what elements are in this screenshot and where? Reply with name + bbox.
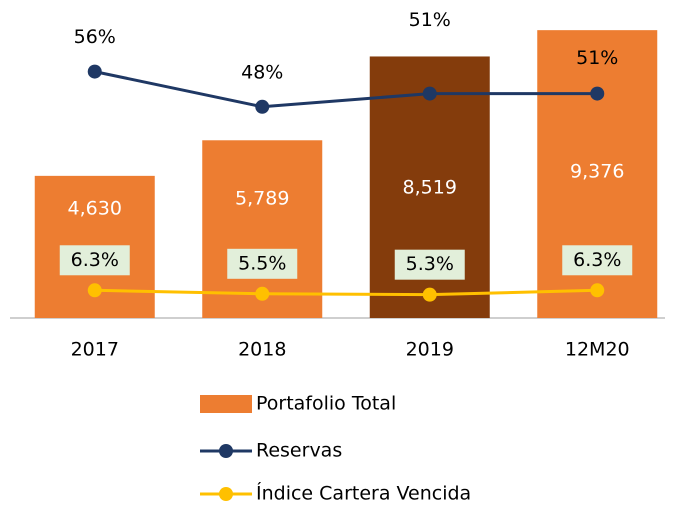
line: [94, 288, 598, 297]
value-label-box: [394, 249, 465, 280]
line-value-label: 5.3%: [406, 253, 454, 275]
bar-value-label: 5,789: [235, 188, 289, 210]
line-value-label: 6.3%: [71, 249, 119, 271]
x-tick-label: 12M20: [565, 339, 630, 361]
line-point: [87, 283, 102, 298]
legend-label: Reservas: [256, 440, 342, 462]
line-point: [422, 86, 437, 101]
line: [94, 70, 598, 109]
legend-swatch: [200, 395, 252, 413]
line-point: [255, 99, 270, 114]
line-point: [255, 286, 270, 301]
x-tick-label: 2017: [71, 339, 119, 361]
line-value-label: 5.5%: [238, 252, 286, 274]
line-value-label: 48%: [241, 61, 283, 83]
x-tick-label: 2019: [406, 339, 454, 361]
line-value-label: 51%: [409, 9, 451, 31]
value-label-box: [59, 245, 130, 276]
legend-label: Portafolio Total: [256, 393, 396, 415]
x-tick-label: 2018: [238, 339, 286, 361]
legend-label: Índice Cartera Vencida: [256, 482, 471, 505]
bar-value-label: 9,376: [570, 161, 624, 183]
line-value-label: 56%: [74, 26, 116, 48]
legend-marker: [219, 487, 233, 501]
line-value-label: 51%: [576, 47, 618, 69]
value-label-box: [562, 245, 633, 276]
line-point: [590, 283, 605, 298]
legend-marker: [219, 444, 233, 458]
line-value-label: 6.3%: [573, 249, 621, 271]
line-point: [87, 64, 102, 79]
bar-value-label: 4,630: [68, 198, 122, 220]
line-point: [422, 287, 437, 302]
bar-value-label: 8,519: [403, 177, 457, 199]
value-label-box: [227, 248, 298, 279]
line-point: [590, 86, 605, 101]
